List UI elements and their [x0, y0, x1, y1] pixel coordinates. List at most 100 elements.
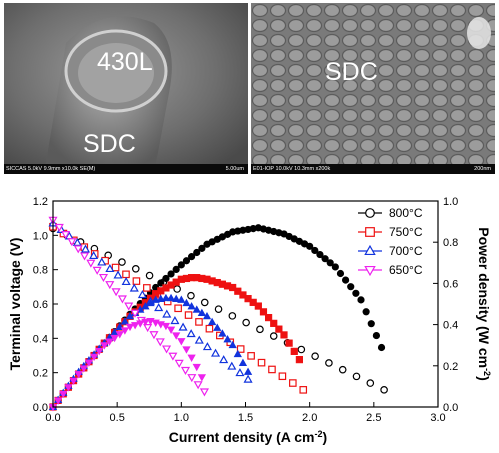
power-point-650-27: [187, 354, 196, 362]
power-point-700-35: [228, 340, 237, 349]
sem-micrograph-430l-sdc: 430L SDC SICCAS 5.0kV 9.9mm x10.0k SE(M)…: [4, 3, 248, 174]
voltage-point-800-21: [338, 365, 347, 374]
y-tick-label-6: 1.2: [33, 196, 48, 208]
y-tick-label-5: 1.0: [33, 230, 48, 242]
y2-tick-label-0: 0.0: [443, 402, 458, 414]
power-point-700-30: [202, 311, 212, 320]
voltage-point-650-11: [117, 295, 127, 304]
chart-marks: [48, 216, 388, 412]
label-sdc-left: SDC: [83, 130, 136, 158]
legend-label-750: 750°C: [389, 225, 423, 239]
voltage-point-650-15: [143, 324, 153, 333]
power-point-650-23: [166, 326, 176, 334]
power-point-650-4: [69, 377, 78, 386]
power-point-750-48: [295, 356, 304, 364]
chart-axes: 0.0 0.5 1.0 1.5 2.0 2.5 3.00.00.20.40.60.81.01…: [33, 196, 459, 424]
voltage-point-750-6: [111, 263, 120, 272]
power-point-800-26: [182, 257, 191, 265]
power-point-650-8: [89, 353, 99, 362]
voltage-point-650-12: [124, 302, 134, 311]
x-tick-label-1: 0.5: [110, 412, 125, 424]
power-point-700-26: [182, 298, 191, 307]
voltage-point-650-6: [86, 259, 96, 268]
voltage-point-800-12: [214, 305, 223, 313]
series-650: [48, 216, 209, 412]
y-tick-label-4: 0.8: [33, 265, 48, 277]
legend: 800°C 750°C 700°C 650°C: [358, 206, 423, 277]
power-point-700-22: [161, 293, 171, 302]
y-tick-label-2: 0.4: [33, 333, 48, 345]
power-point-650-2: [59, 390, 68, 399]
y2-tick-label-2: 0.4: [443, 320, 458, 332]
power-point-650-11: [105, 338, 114, 346]
power-point-750-41: [259, 308, 268, 316]
voltage-point-750-7: [122, 270, 130, 279]
power-point-650-28: [192, 363, 201, 372]
power-point-800-56: [336, 269, 345, 278]
voltage-point-650-20: [174, 359, 184, 368]
series-800: [49, 224, 388, 411]
power-point-800-22: [162, 274, 170, 283]
voltage-point-700-6: [97, 257, 107, 266]
power-point-800-55: [331, 263, 339, 271]
voltage-point-750-12: [174, 304, 182, 313]
y2-axis-label: Power density (W cm-2): [476, 227, 492, 381]
power-point-800-53: [321, 255, 329, 263]
power-point-700-29: [197, 308, 207, 317]
power-point-800-61: [362, 308, 370, 316]
y2-tick-label-1: 0.2: [443, 361, 458, 373]
power-point-700-25: [177, 295, 186, 303]
voltage-point-800-20: [325, 359, 333, 367]
voltage-point-650-10: [111, 288, 121, 297]
power-point-650-9: [95, 348, 104, 356]
power-point-750-36: [234, 287, 242, 295]
power-point-700-23: [166, 293, 176, 302]
voltage-point-800-11: [200, 298, 209, 307]
voltage-point-700-4: [80, 244, 91, 253]
power-point-700-24: [172, 294, 181, 302]
power-point-700-28: [192, 305, 201, 313]
y-tick-label-1: 0.2: [33, 368, 48, 380]
power-point-800-60: [357, 296, 365, 304]
voltage-point-700-21: [219, 355, 229, 364]
voltage-point-800-14: [242, 318, 250, 327]
power-point-750-42: [264, 313, 273, 322]
voltage-point-650-18: [162, 345, 172, 354]
sem-info-left: SICCAS 5.0kV 9.9mm x10.0k SE(M): [6, 166, 96, 172]
power-point-700-36: [233, 349, 242, 358]
scale-bar-left: 5.00um: [225, 166, 244, 172]
power-point-750-37: [239, 291, 247, 299]
power-point-650-29: [197, 374, 207, 382]
power-point-650-26: [182, 346, 191, 354]
x-axis-label: Current density (A cm-2): [169, 429, 327, 445]
power-point-800-24: [172, 265, 180, 273]
voltage-point-800-22: [352, 372, 361, 381]
power-point-650-18: [141, 318, 150, 327]
power-point-750-35: [229, 283, 237, 292]
voltage-point-800-23: [366, 379, 375, 387]
power-point-650-16: [130, 322, 140, 330]
voltage-point-700-5: [89, 250, 99, 260]
voltage-point-750-24: [299, 386, 308, 394]
fuel-cell-performance-chart: 0.0 0.5 1.0 1.5 2.0 2.5 3.00.00.20.40.60.81.01…: [7, 196, 492, 445]
voltage-point-650-5: [80, 252, 90, 261]
voltage-point-800-13: [228, 312, 237, 320]
voltage-point-750-20: [257, 358, 266, 367]
power-point-650-17: [136, 320, 145, 328]
legend-label-700: 700°C: [389, 244, 423, 258]
power-point-650-13: [115, 331, 124, 339]
voltage-point-750-15: [205, 324, 214, 333]
power-point-800-62: [367, 320, 375, 328]
voltage-point-750-9: [143, 284, 151, 292]
sem-info-right: E01-IOP 10.0kV 10.3mm x200k: [253, 166, 331, 172]
voltage-point-650-4: [73, 245, 83, 254]
voltage-point-700-18: [194, 335, 204, 344]
voltage-point-650-23: [193, 381, 203, 390]
power-point-800-52: [316, 250, 324, 259]
power-point-650-6: [79, 365, 88, 373]
x-tick-label-5: 2.5: [366, 412, 381, 424]
voltage-point-650-21: [180, 366, 191, 375]
power-point-700-14: [120, 317, 130, 325]
voltage-point-650-7: [92, 266, 102, 275]
power-point-800-29: [198, 244, 206, 252]
